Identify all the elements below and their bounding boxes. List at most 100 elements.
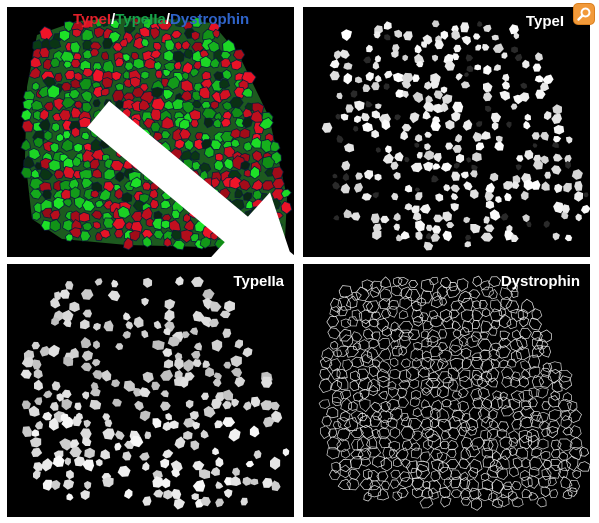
- fiber-membrane: [332, 421, 342, 429]
- fiber-membrane: [326, 406, 339, 419]
- fiber-membrane: [477, 487, 492, 502]
- fiber-cell: [210, 467, 220, 476]
- fiber-cell: [434, 39, 444, 50]
- fiber-membrane: [501, 375, 513, 388]
- fiber-cell: [452, 53, 460, 61]
- arrow-icon: [87, 101, 294, 257]
- fiber-membrane: [337, 295, 351, 311]
- fiber-membrane: [558, 369, 573, 383]
- fiber-membrane: [440, 496, 452, 508]
- fiber-cell: [28, 405, 40, 417]
- fiber-cell: [410, 162, 423, 173]
- fiber-membrane: [499, 436, 513, 451]
- fiber-membrane: [367, 484, 381, 498]
- fiber-cell: [175, 276, 184, 286]
- fiber-membrane: [458, 426, 467, 437]
- fiber-membrane: [321, 347, 335, 363]
- fiber-membrane: [567, 487, 578, 497]
- fiber-cell: [431, 54, 439, 62]
- fiber-cell: [92, 98, 101, 108]
- fiber-cell: [28, 66, 41, 79]
- fiber-cell: [390, 161, 399, 170]
- fiber-cell: [152, 470, 163, 480]
- fiber-cell: [501, 80, 510, 90]
- fiber-membrane: [326, 436, 342, 450]
- fiber-cell: [425, 232, 432, 240]
- fiber-cell: [470, 224, 481, 234]
- fiber-cell: [80, 319, 90, 330]
- search-button[interactable]: [573, 3, 595, 25]
- fiber-cell: [564, 154, 572, 163]
- fiber-cell: [532, 143, 538, 148]
- fiber-cell: [333, 215, 340, 221]
- fiber-cell: [375, 75, 382, 83]
- fiber-cell: [203, 145, 215, 159]
- fiber-membrane: [448, 309, 460, 319]
- fiber-membrane: [320, 425, 331, 440]
- fiber-cell: [149, 198, 160, 210]
- fiber-cell: [215, 457, 224, 468]
- fiber-cell: [152, 418, 162, 429]
- fiber-membrane: [488, 326, 498, 336]
- fiber-cell: [82, 39, 94, 51]
- fiber-membrane: [486, 464, 499, 478]
- fiber-membrane: [470, 387, 483, 402]
- type2a-panel: TypeIIa: [7, 264, 294, 517]
- fiber-cell: [89, 158, 100, 170]
- fiber-cell: [124, 488, 133, 499]
- fiber-cell: [489, 209, 501, 221]
- fiber-membrane: [448, 379, 459, 391]
- fiber-membrane: [500, 405, 515, 417]
- fiber-cell: [534, 75, 544, 83]
- fiber-cell: [231, 367, 243, 378]
- type2a-label: TypeIIa: [233, 273, 284, 290]
- fiber-cell: [402, 90, 409, 99]
- fiber-membrane: [439, 440, 450, 450]
- fiber-cell: [64, 457, 71, 466]
- fiber-membrane: [429, 418, 439, 429]
- fiber-membrane: [350, 427, 364, 438]
- fiber-cell: [139, 387, 151, 398]
- fiber-cell: [223, 488, 233, 499]
- fiber-cell: [174, 436, 186, 449]
- fiber-cell: [81, 289, 94, 300]
- fiber-membrane: [515, 346, 530, 361]
- fiber-cell: [470, 170, 478, 178]
- fiber-cell: [483, 24, 492, 33]
- fiber-membrane: [332, 396, 342, 407]
- fiber-cell: [511, 181, 520, 189]
- fiber-membrane: [481, 308, 491, 318]
- fiber-cell: [415, 220, 425, 232]
- label-dystrophin: Dystrophin: [170, 11, 250, 28]
- fiber-membrane: [508, 437, 519, 447]
- fiber-cell: [460, 22, 470, 33]
- fiber-membrane: [481, 398, 492, 410]
- dystrophin-panel: Dystrophin: [303, 264, 590, 517]
- fiber-membrane: [377, 360, 392, 374]
- fiber-membrane: [511, 481, 522, 491]
- fiber-cell: [535, 52, 543, 62]
- fiber-membrane: [481, 447, 494, 459]
- fiber-cell: [72, 28, 83, 38]
- fiber-cell: [553, 125, 565, 135]
- fiber-cell: [523, 179, 534, 191]
- fiber-membrane: [498, 337, 512, 349]
- fiber-cell: [129, 230, 141, 242]
- fiber-cell: [140, 70, 150, 80]
- fiber-membrane: [557, 438, 573, 452]
- fiber-cell: [230, 106, 245, 118]
- fiber-membrane: [498, 313, 512, 329]
- fiber-membrane: [460, 496, 472, 506]
- fiber-cell: [365, 71, 374, 82]
- fiber-cell: [49, 209, 61, 221]
- fiber-cell: [339, 49, 350, 59]
- fiber-membrane: [411, 430, 424, 442]
- fiber-cell: [551, 113, 562, 124]
- fiber-cell: [343, 209, 353, 219]
- fiber-membrane: [411, 389, 422, 400]
- fiber-cell: [160, 401, 171, 411]
- fiber-membrane: [390, 469, 401, 479]
- fiber-membrane: [548, 420, 560, 434]
- fiber-membrane: [349, 379, 359, 392]
- fiber-membrane: [568, 479, 581, 493]
